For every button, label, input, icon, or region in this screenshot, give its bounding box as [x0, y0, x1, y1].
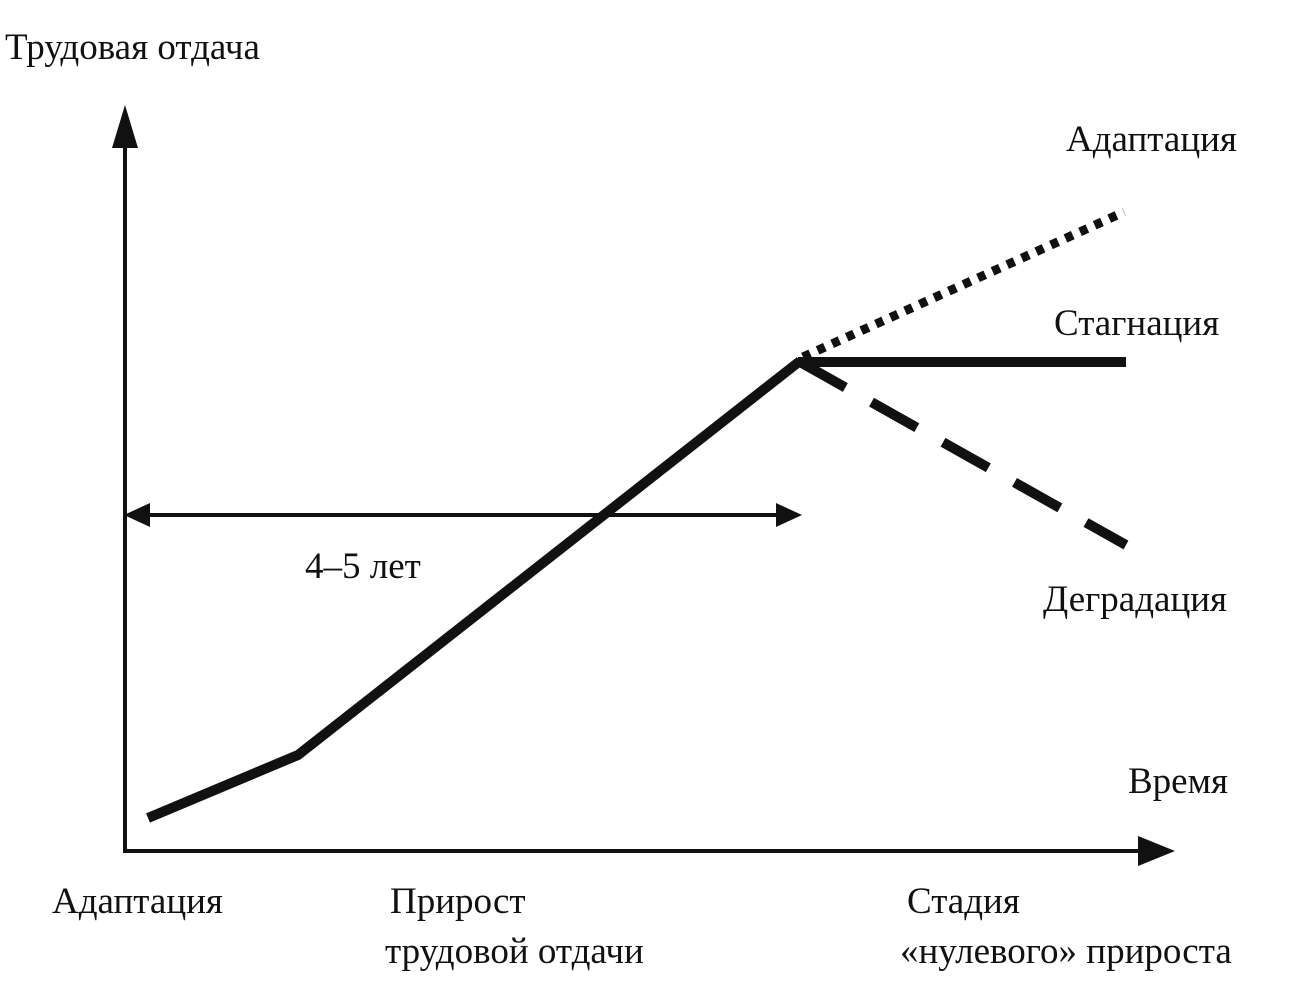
stage-growth-label-line2: трудовой отдачи	[385, 931, 644, 972]
labor-output-curve	[146, 357, 804, 823]
y-axis-arrowhead	[112, 105, 138, 148]
outcome-stagnation-label: Стагнация	[1054, 303, 1220, 344]
x-axis-label: Время	[1128, 761, 1229, 802]
duration-arrow-right-head	[776, 503, 802, 527]
stage-zero-growth-label-line2: «нулевого» прироста	[900, 931, 1232, 972]
stage-adaptation-label: Адаптация	[52, 881, 223, 922]
degradation-line	[797, 357, 1129, 550]
duration-label: 4–5 лет	[305, 546, 421, 587]
outcome-degradation-label: Деградация	[1043, 579, 1228, 620]
x-axis-arrowhead	[1138, 836, 1175, 866]
duration-arrow-left-head	[124, 503, 150, 527]
adaptation-line	[801, 207, 1126, 362]
outcome-adaptation-label: Адаптация	[1066, 119, 1237, 160]
stage-zero-growth-label-line1: Стадия	[907, 881, 1020, 922]
stage-growth-label-line1: Прирост	[390, 881, 526, 922]
y-axis-label: Трудовая отдача	[5, 27, 260, 68]
